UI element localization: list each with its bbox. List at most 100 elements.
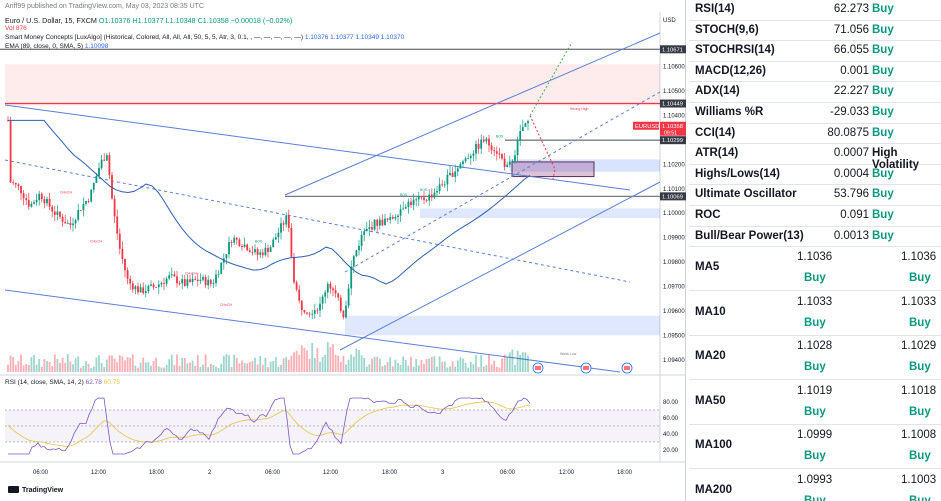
candle-body — [30, 203, 33, 207]
candle-body — [303, 310, 306, 313]
indicator-value: 0.091 — [840, 209, 869, 221]
indicator-name: MACD(12,26) — [695, 64, 766, 77]
candle-body — [98, 167, 100, 176]
ma-simple-value: 1.1033 — [797, 295, 833, 308]
price-tick-label: 1.10200 — [663, 162, 685, 168]
volume-bar — [373, 356, 376, 372]
candle-body — [371, 227, 373, 230]
candle-body — [199, 279, 202, 281]
candle-body — [212, 283, 215, 284]
candle-body — [454, 171, 457, 177]
volume-bar — [446, 367, 449, 372]
ma-name: MA20 — [695, 350, 726, 363]
candle-body — [25, 198, 28, 201]
volume-bar — [56, 359, 59, 372]
rsi-tick-label: 60.00 — [663, 416, 679, 422]
volume-bar — [248, 362, 251, 372]
volume-bar — [352, 356, 355, 372]
volume-bar — [316, 348, 319, 372]
volume-bar — [332, 344, 334, 372]
indicator-summary-panel: RSI(14) 62.273 Buy STOCH(9,6) 71.056 Buy STOCH… — [689, 0, 941, 501]
candle-body — [321, 296, 324, 304]
indicator-row: CCI(14) 80.0875 Buy — [689, 124, 941, 145]
volume-bar — [389, 357, 392, 372]
candle-body — [293, 256, 295, 283]
candle-body — [150, 284, 152, 286]
ma-exp-value: 1.1008 — [901, 429, 937, 442]
price-chart[interactable]: Strong High BOS BOS BOS BOS CHoCH CHoCH CHoCH CH… — [0, 0, 686, 501]
volume-bar — [480, 355, 483, 372]
volume-bar — [95, 357, 98, 372]
ma-name: MA50 — [695, 394, 726, 407]
candle-body — [488, 138, 490, 146]
volume-bar — [264, 357, 267, 372]
price-tick-label: 1.09400 — [663, 358, 685, 364]
price-tick-label: 1.09700 — [663, 285, 685, 291]
volume-bar — [391, 366, 394, 372]
volume-bar — [456, 360, 459, 372]
candle-body — [480, 139, 483, 149]
volume-bar — [82, 365, 85, 372]
candle-body — [482, 139, 485, 142]
candle-body — [313, 310, 316, 314]
volume-bar — [199, 366, 202, 372]
candle-body — [100, 159, 103, 168]
candle-body — [332, 288, 334, 291]
candle-body — [64, 221, 67, 224]
ma-exp-action: Buy — [909, 361, 931, 374]
volume-bar — [488, 354, 490, 372]
ema-label[interactable]: EMA (89, close, 0, SMA, 5) — [5, 43, 84, 50]
volume-bar — [430, 356, 433, 372]
candle-body — [498, 153, 501, 155]
volume-bar — [462, 358, 464, 372]
candle-body — [77, 210, 80, 220]
volume-bar — [38, 358, 41, 372]
demand-zone — [510, 159, 660, 172]
volume-bar — [22, 365, 25, 372]
candle-body — [404, 206, 407, 209]
candle-body — [521, 126, 524, 131]
volume-bar — [228, 355, 230, 372]
candle-body — [178, 283, 181, 285]
indicator-row: ATR(14) 0.0007 High Volatility — [689, 144, 941, 171]
volume-bar — [495, 366, 498, 372]
volume-bar — [261, 364, 264, 372]
candle-body — [251, 251, 254, 253]
symbol-name[interactable]: Euro / U.S. Dollar, 15, FXCM — [5, 16, 97, 25]
candle-body — [155, 287, 158, 288]
target-box — [511, 161, 595, 178]
price-tag-countdown: 09:51 — [664, 130, 677, 136]
candle-body — [376, 219, 379, 226]
candle-body — [176, 276, 178, 284]
volume-bar — [368, 364, 371, 372]
volume-bar — [191, 360, 194, 372]
publisher-line: Ariff99 published on TradingView.com, Ma… — [5, 3, 204, 10]
candle-body — [423, 197, 425, 200]
volume-bar — [378, 358, 381, 372]
indicator-name: CCI(14) — [695, 126, 736, 139]
moving-average-row: MA5 1.1036 1.1036 Buy Buy — [689, 247, 941, 291]
volume-bar — [105, 359, 108, 372]
candle-body — [194, 278, 197, 280]
candle-body — [527, 121, 529, 124]
candle-body — [186, 279, 189, 286]
smc-label[interactable]: Smart Money Concepts [LuxAlgo] (Historic… — [5, 34, 304, 41]
candle-body — [334, 290, 337, 294]
volume-bar — [454, 366, 457, 372]
volume-bar — [321, 357, 324, 372]
candle-body — [181, 279, 184, 284]
candle-body — [319, 303, 321, 311]
volume-bar — [514, 365, 516, 372]
ma-name: MA200 — [695, 484, 733, 496]
candle-body — [217, 273, 220, 275]
indicator-name: ROC — [695, 209, 721, 221]
rsi-ma-value: 60.75 — [103, 379, 120, 386]
chart-panel[interactable]: Strong High BOS BOS BOS BOS CHoCH CHoCH CHoCH CH… — [0, 0, 686, 501]
volume-bar — [524, 352, 527, 372]
candle-body — [464, 158, 467, 162]
price-tag — [660, 136, 686, 145]
candle-body — [204, 277, 207, 286]
rsi-label[interactable]: RSI (14, close, SMA, 14, 2) — [5, 379, 84, 386]
volume-bar — [27, 364, 30, 372]
volume-bar — [371, 358, 373, 372]
